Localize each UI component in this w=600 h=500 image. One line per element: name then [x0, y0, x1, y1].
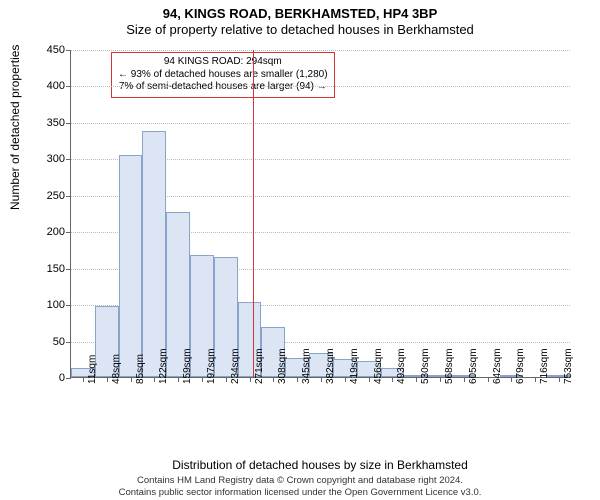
ytick-mark — [66, 86, 71, 87]
ytick-mark — [66, 196, 71, 197]
chart-header: 94, KINGS ROAD, BERKHAMSTED, HP4 3BP Siz… — [0, 0, 600, 37]
gridline — [71, 86, 570, 87]
xtick-mark — [464, 377, 465, 382]
histogram-bar — [142, 131, 166, 377]
xtick-label: 345sqm — [301, 348, 312, 384]
xtick-label: 234sqm — [230, 348, 241, 384]
xtick-mark — [369, 377, 370, 382]
xtick-mark — [321, 377, 322, 382]
xtick-label: 679sqm — [515, 348, 526, 384]
xtick-label: 48sqm — [111, 354, 122, 384]
xtick-mark — [297, 377, 298, 382]
plot-area: 94 KINGS ROAD: 294sqm ← 93% of detached … — [70, 50, 570, 378]
xtick-label: 11sqm — [87, 355, 98, 384]
xtick-label: 271sqm — [254, 348, 265, 384]
ytick-mark — [66, 305, 71, 306]
xtick-mark — [392, 377, 393, 382]
xtick-mark — [154, 377, 155, 382]
xtick-label: 122sqm — [158, 348, 169, 384]
xtick-label: 456sqm — [373, 348, 384, 384]
xtick-label: 605sqm — [468, 348, 479, 384]
chart-area: 94 KINGS ROAD: 294sqm ← 93% of detached … — [70, 50, 570, 420]
xtick-label: 642sqm — [492, 348, 503, 384]
xtick-mark — [202, 377, 203, 382]
xtick-mark — [226, 377, 227, 382]
xtick-mark — [83, 377, 84, 382]
ytick-mark — [66, 50, 71, 51]
xtick-mark — [535, 377, 536, 382]
xtick-label: 419sqm — [349, 348, 360, 384]
xtick-label: 159sqm — [182, 348, 193, 384]
xtick-mark — [511, 377, 512, 382]
footer-line-1: Contains HM Land Registry data © Crown c… — [0, 475, 600, 486]
annotation-line-2: ← 93% of detached houses are smaller (1,… — [118, 69, 328, 82]
ytick-mark — [66, 232, 71, 233]
xtick-mark — [273, 377, 274, 382]
xtick-mark — [416, 377, 417, 382]
xtick-mark — [178, 377, 179, 382]
ytick-mark — [66, 269, 71, 270]
marker-line — [253, 50, 254, 377]
ytick-mark — [66, 159, 71, 160]
chart-title: 94, KINGS ROAD, BERKHAMSTED, HP4 3BP — [0, 6, 600, 21]
xtick-mark — [345, 377, 346, 382]
xtick-label: 493sqm — [396, 348, 407, 384]
ytick-mark — [66, 378, 71, 379]
xtick-mark — [107, 377, 108, 382]
xtick-label: 382sqm — [325, 348, 336, 384]
ytick-mark — [66, 123, 71, 124]
xtick-label: 197sqm — [206, 348, 217, 384]
xtick-label: 85sqm — [135, 354, 146, 384]
ytick-mark — [66, 342, 71, 343]
gridline — [71, 50, 570, 51]
xtick-label: 308sqm — [277, 348, 288, 384]
xtick-label: 530sqm — [420, 348, 431, 384]
xtick-mark — [440, 377, 441, 382]
histogram-bar — [119, 155, 143, 377]
annotation-line-1: 94 KINGS ROAD: 294sqm — [118, 56, 328, 69]
xtick-mark — [559, 377, 560, 382]
xtick-mark — [488, 377, 489, 382]
chart-subtitle: Size of property relative to detached ho… — [0, 22, 600, 37]
xtick-label: 568sqm — [444, 348, 455, 384]
x-axis-label: Distribution of detached houses by size … — [70, 458, 570, 472]
xtick-mark — [131, 377, 132, 382]
marker-annotation-box: 94 KINGS ROAD: 294sqm ← 93% of detached … — [111, 52, 335, 98]
y-axis-label: Number of detached properties — [8, 45, 22, 210]
xtick-label: 716sqm — [539, 348, 550, 384]
footer: Contains HM Land Registry data © Crown c… — [0, 475, 600, 498]
footer-line-2: Contains public sector information licen… — [0, 487, 600, 498]
xtick-label: 753sqm — [563, 348, 574, 384]
xtick-mark — [250, 377, 251, 382]
gridline — [71, 123, 570, 124]
